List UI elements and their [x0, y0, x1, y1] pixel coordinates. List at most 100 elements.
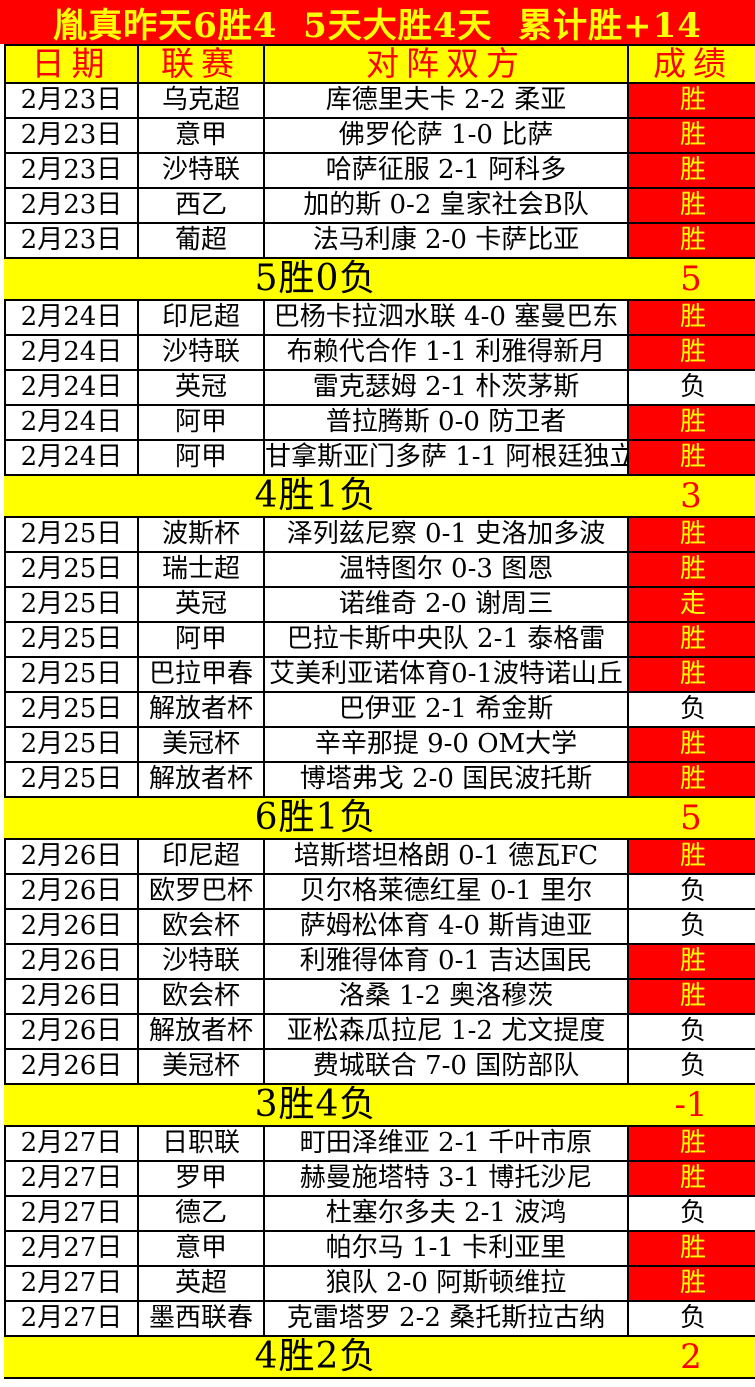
- day-summary-row: 5胜0负 5: [4, 259, 755, 301]
- match-row: 2月25日 美冠杯 辛辛那提 9-0 OM大学 胜: [4, 728, 755, 763]
- match-league: 美冠杯: [139, 728, 265, 761]
- match-date: 2月25日: [6, 763, 139, 796]
- match-league: 阿甲: [139, 623, 265, 656]
- day-summary-label: 4胜2负: [254, 1336, 377, 1377]
- match-date: 2月24日: [6, 406, 139, 439]
- match-row: 2月26日 欧罗巴杯 贝尔格莱德红星 0-1 里尔 负: [4, 875, 755, 910]
- match-date: 2月23日: [6, 154, 139, 187]
- day-summary-row: 6胜1负 5: [4, 798, 755, 840]
- match-teams-score: 克雷塔罗 2-2 桑托斯拉古纳: [265, 1302, 629, 1335]
- match-date: 2月26日: [6, 1015, 139, 1048]
- match-date: 2月26日: [6, 1050, 139, 1083]
- match-row: 2月26日 沙特联 利雅得体育 0-1 吉达国民 胜: [4, 945, 755, 980]
- match-date: 2月26日: [6, 910, 139, 943]
- match-result-badge: 胜: [629, 441, 755, 474]
- match-teams-score: 库德里夫卡 2-2 柔亚: [265, 84, 629, 117]
- match-row: 2月27日 墨西联春 克雷塔罗 2-2 桑托斯拉古纳 负: [4, 1302, 755, 1337]
- match-result-badge: 负: [629, 1302, 755, 1335]
- match-result-badge: 负: [629, 875, 755, 908]
- match-date: 2月27日: [6, 1267, 139, 1300]
- match-date: 2月23日: [6, 224, 139, 257]
- match-league: 乌克超: [139, 84, 265, 117]
- match-teams-score: 甘拿斯亚门多萨 1-1 阿根廷独立: [265, 441, 629, 474]
- match-result-badge: 胜: [629, 154, 755, 187]
- match-teams-score: 布赖代合作 1-1 利雅得新月: [265, 336, 629, 369]
- match-league: 沙特联: [139, 945, 265, 978]
- match-row: 2月26日 欧会杯 萨姆松体育 4-0 斯肯迪亚 负: [4, 910, 755, 945]
- match-result-badge: 胜: [629, 518, 755, 551]
- match-teams-score: 贝尔格莱德红星 0-1 里尔: [265, 875, 629, 908]
- match-result-badge: 胜: [629, 84, 755, 117]
- match-date: 2月23日: [6, 84, 139, 117]
- match-league: 印尼超: [139, 301, 265, 334]
- match-teams-score: 普拉腾斯 0-0 防卫者: [265, 406, 629, 439]
- match-league: 巴拉甲春: [139, 658, 265, 691]
- match-teams-score: 加的斯 0-2 皇家社会B队: [265, 189, 629, 222]
- day-summary-value: 3: [680, 476, 702, 516]
- day-summary-value: 5: [680, 259, 702, 299]
- match-teams-score: 温特图尔 0-3 图恩: [265, 553, 629, 586]
- match-league: 欧会杯: [139, 910, 265, 943]
- match-date: 2月27日: [6, 1127, 139, 1160]
- match-league: 解放者杯: [139, 693, 265, 726]
- match-date: 2月27日: [6, 1302, 139, 1335]
- header-date: 日期: [6, 46, 139, 82]
- match-row: 2月25日 解放者杯 巴伊亚 2-1 希金斯 负: [4, 693, 755, 728]
- day-summary-value: 2: [680, 1337, 702, 1377]
- match-row: 2月24日 印尼超 巴杨卡拉泗水联 4-0 塞曼巴东 胜: [4, 301, 755, 336]
- match-result-badge: 胜: [629, 1267, 755, 1300]
- match-result-badge: 胜: [629, 945, 755, 978]
- table-body: 2月23日 乌克超 库德里夫卡 2-2 柔亚 胜 2月23日 意甲 佛罗伦萨 1…: [4, 84, 755, 1379]
- match-date: 2月25日: [6, 588, 139, 621]
- match-result-badge: 负: [629, 1015, 755, 1048]
- match-result-badge: 胜: [629, 336, 755, 369]
- match-teams-score: 萨姆松体育 4-0 斯肯迪亚: [265, 910, 629, 943]
- match-row: 2月25日 巴拉甲春 艾美利亚诺体育0-1波特诺山丘 胜: [4, 658, 755, 693]
- day-summary-value: 5: [680, 798, 702, 838]
- match-result-badge: 胜: [629, 119, 755, 152]
- day-summary-row: 3胜4负 -1: [4, 1085, 755, 1127]
- match-row: 2月23日 意甲 佛罗伦萨 1-0 比萨 胜: [4, 119, 755, 154]
- match-teams-score: 法马利康 2-0 卡萨比亚: [265, 224, 629, 257]
- day-summary-label: 4胜1负: [254, 475, 377, 516]
- banner-title: 胤真昨天6胜4 5天大胜4天 累计胜+14: [0, 0, 755, 46]
- match-teams-score: 巴杨卡拉泗水联 4-0 塞曼巴东: [265, 301, 629, 334]
- match-teams-score: 诺维奇 2-0 谢周三: [265, 588, 629, 621]
- match-result-badge: 胜: [629, 189, 755, 222]
- match-teams-score: 洛桑 1-2 奥洛穆茨: [265, 980, 629, 1013]
- match-league: 阿甲: [139, 406, 265, 439]
- match-row: 2月24日 沙特联 布赖代合作 1-1 利雅得新月 胜: [4, 336, 755, 371]
- match-row: 2月26日 解放者杯 亚松森瓜拉尼 1-2 尤文提度 负: [4, 1015, 755, 1050]
- header-match: 对阵双方: [265, 46, 629, 82]
- match-row: 2月26日 印尼超 培斯塔坦格朗 0-1 德瓦FC 胜: [4, 840, 755, 875]
- match-league: 阿甲: [139, 441, 265, 474]
- match-league: 英冠: [139, 588, 265, 621]
- match-teams-score: 哈萨征服 2-1 阿科多: [265, 154, 629, 187]
- match-row: 2月27日 意甲 帕尔马 1-1 卡利亚里 胜: [4, 1232, 755, 1267]
- match-teams-score: 狼队 2-0 阿斯顿维拉: [265, 1267, 629, 1300]
- match-league: 沙特联: [139, 336, 265, 369]
- match-result-badge: 胜: [629, 980, 755, 1013]
- match-result-badge: 胜: [629, 553, 755, 586]
- match-league: 日职联: [139, 1127, 265, 1160]
- day-summary-label: 5胜0负: [254, 258, 377, 299]
- match-date: 2月26日: [6, 875, 139, 908]
- match-date: 2月25日: [6, 518, 139, 551]
- match-row: 2月24日 阿甲 普拉腾斯 0-0 防卫者 胜: [4, 406, 755, 441]
- match-date: 2月23日: [6, 189, 139, 222]
- match-row: 2月23日 沙特联 哈萨征服 2-1 阿科多 胜: [4, 154, 755, 189]
- results-table: 日期 联赛 对阵双方 成绩 2月23日 乌克超 库德里夫卡 2-2 柔亚 胜 2…: [4, 44, 755, 1379]
- header-league: 联赛: [139, 46, 265, 82]
- match-teams-score: 博塔弗戈 2-0 国民波托斯: [265, 763, 629, 796]
- match-result-badge: 胜: [629, 301, 755, 334]
- match-date: 2月24日: [6, 441, 139, 474]
- match-league: 意甲: [139, 1232, 265, 1265]
- match-league: 德乙: [139, 1197, 265, 1230]
- day-summary-label: 3胜4负: [254, 1084, 377, 1125]
- match-teams-score: 利雅得体育 0-1 吉达国民: [265, 945, 629, 978]
- match-date: 2月26日: [6, 945, 139, 978]
- match-row: 2月27日 德乙 杜塞尔多夫 2-1 波鸿 负: [4, 1197, 755, 1232]
- match-date: 2月26日: [6, 980, 139, 1013]
- match-teams-score: 巴拉卡斯中央队 2-1 泰格雷: [265, 623, 629, 656]
- match-teams-score: 艾美利亚诺体育0-1波特诺山丘: [265, 658, 629, 691]
